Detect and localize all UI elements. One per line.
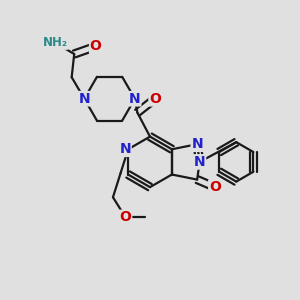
Text: N: N [119,142,131,156]
Text: NH₂: NH₂ [43,36,68,49]
Text: O: O [90,39,102,53]
Text: N: N [79,92,90,106]
Text: O: O [149,92,161,106]
Text: N: N [194,155,206,169]
Text: O: O [120,211,131,224]
Text: N: N [129,92,141,106]
Text: O: O [209,180,221,194]
Text: N: N [191,137,203,151]
